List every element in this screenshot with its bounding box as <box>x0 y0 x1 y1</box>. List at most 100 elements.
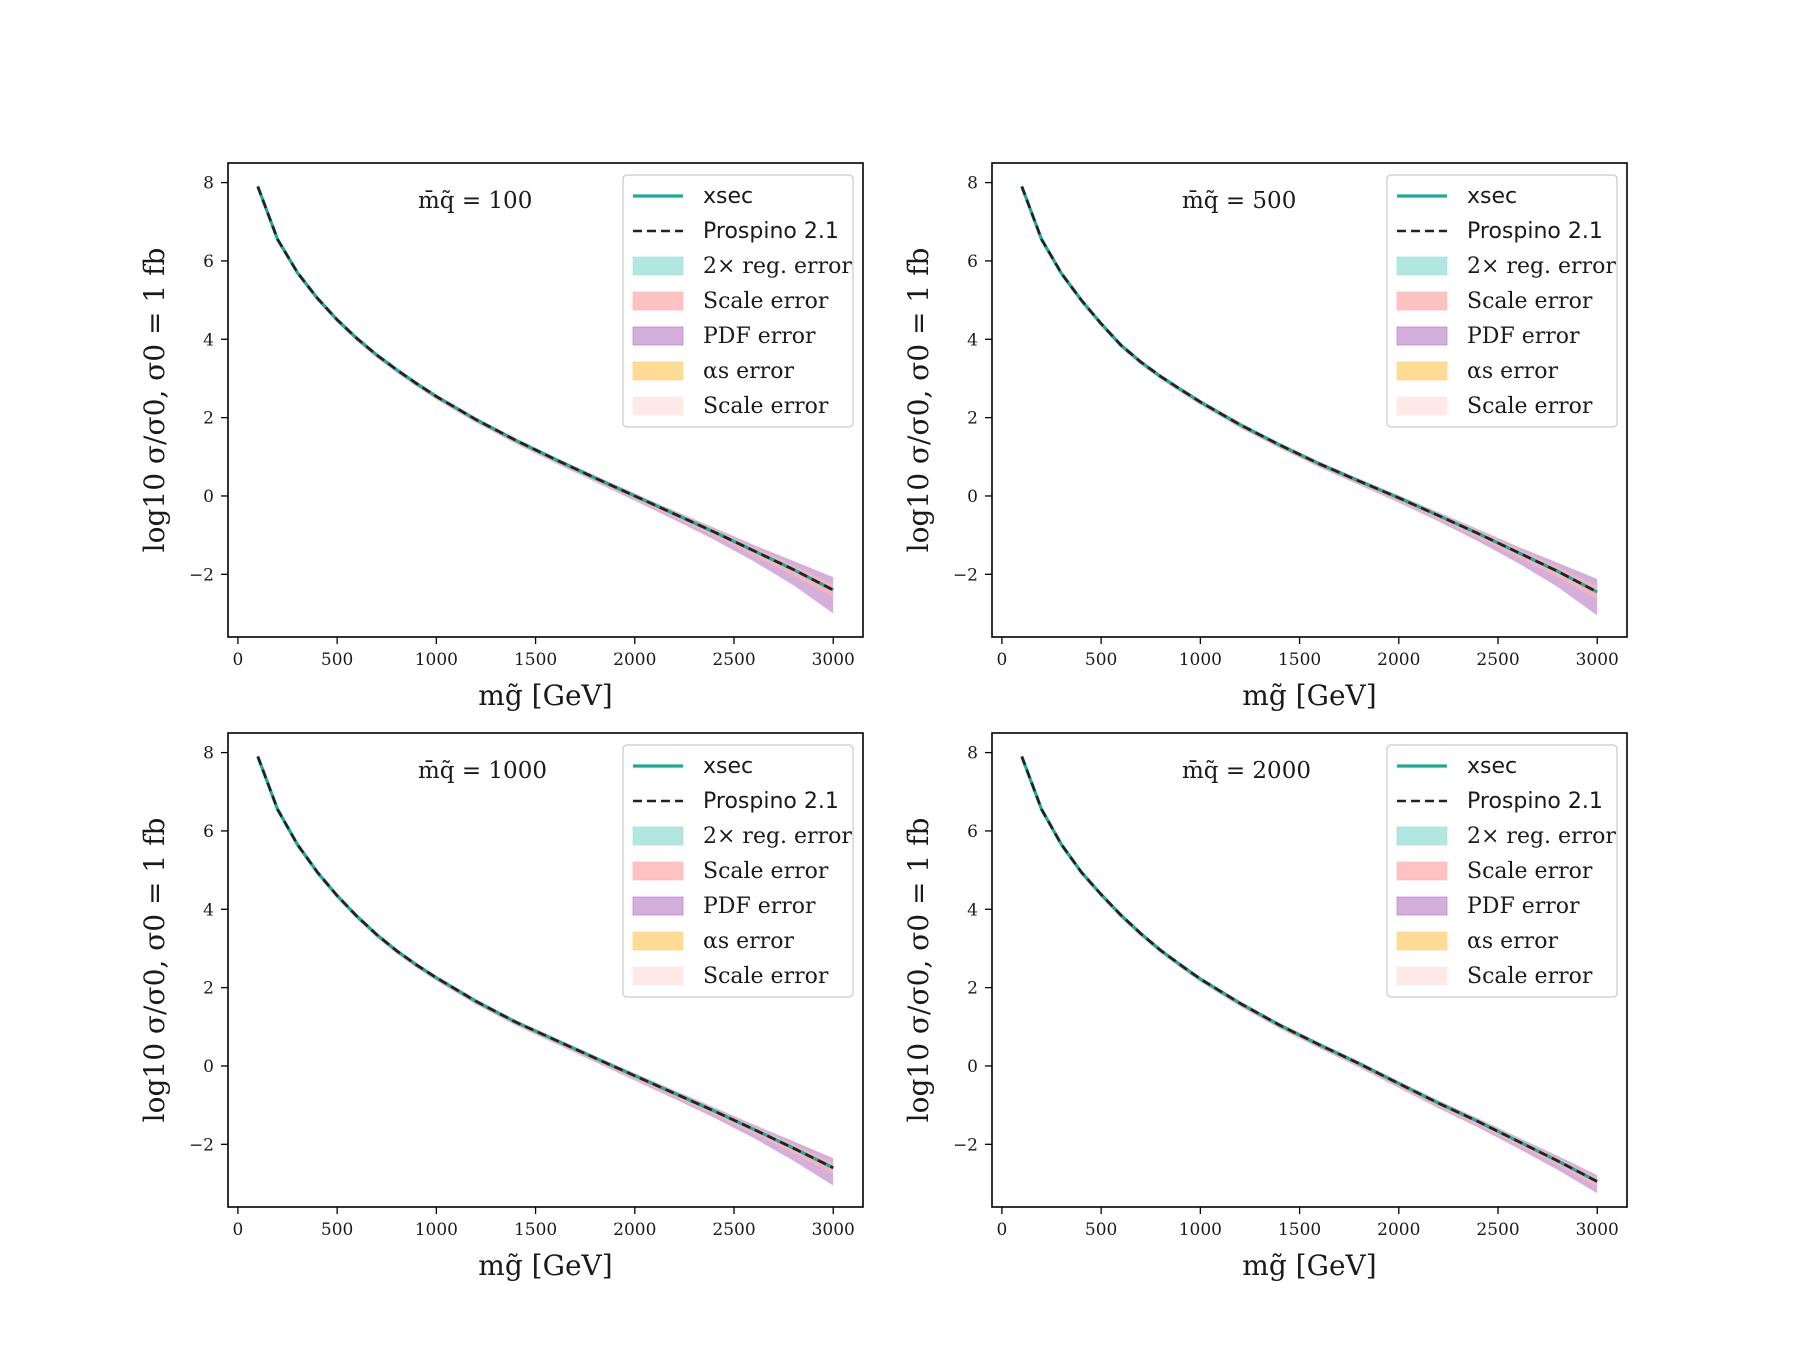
x-tick-label: 3000 <box>1576 650 1619 670</box>
legend-label-scale_error: Scale error <box>703 859 829 884</box>
legend-swatch-pdf_error <box>632 896 684 916</box>
legend-label-xsec: xsec <box>1467 754 1517 779</box>
legend-label-reg_error: 2× reg. error <box>703 824 852 849</box>
legend-label-prospino: Prospino 2.1 <box>703 789 839 814</box>
legend-swatch-alpha_error <box>1396 931 1448 951</box>
legend: xsec Prospino 2.1 2× reg. error Scale error… <box>622 744 854 998</box>
legend-swatch-pdf_error <box>632 326 684 346</box>
legend-label-scale_error_2: Scale error <box>1467 964 1593 989</box>
y-tick-label: −2 <box>189 1135 214 1155</box>
legend-label-pdf_error: PDF error <box>703 324 816 349</box>
x-axis-title: mg̃ [GeV] <box>478 1249 612 1282</box>
y-tick-label: −2 <box>953 565 978 585</box>
panel-label: m̄q̃ = 1000 <box>418 758 547 784</box>
x-tick-label: 1000 <box>1179 650 1222 670</box>
legend-label-xsec: xsec <box>703 184 753 209</box>
legend-swatch-scale_error_2 <box>1396 396 1448 416</box>
y-tick-label: 0 <box>967 487 978 507</box>
prospino-line <box>1020 186 1598 594</box>
x-tick-label: 500 <box>321 650 353 670</box>
legend-label-scale_error: Scale error <box>1467 289 1593 314</box>
legend-label-reg_error: 2× reg. error <box>1467 254 1616 279</box>
x-tick-label: 1000 <box>1179 1220 1222 1240</box>
y-axis-title: log10 σ/σ0, σ0 = 1 fb <box>902 248 935 553</box>
x-tick-label: 2500 <box>712 650 755 670</box>
y-tick-label: 0 <box>203 487 214 507</box>
y-axis-title: log10 σ/σ0, σ0 = 1 fb <box>138 818 171 1123</box>
x-tick-label: 0 <box>997 650 1008 670</box>
legend-label-scale_error: Scale error <box>703 289 829 314</box>
axes-frame <box>227 162 864 638</box>
y-tick-label: 0 <box>967 1057 978 1077</box>
axes-frame <box>227 732 864 1208</box>
pdf-error-band <box>257 185 834 614</box>
x-tick-label: 500 <box>1085 650 1117 670</box>
legend-label-scale_error: Scale error <box>1467 859 1593 884</box>
x-tick-label: 2000 <box>1377 1220 1420 1240</box>
legend-swatch-reg_error <box>1396 826 1448 846</box>
x-tick-label: 3000 <box>812 650 855 670</box>
legend-swatch-pdf_error <box>1396 896 1448 916</box>
legend-label-xsec: xsec <box>703 754 753 779</box>
legend-label-scale_error_2: Scale error <box>1467 394 1593 419</box>
legend-swatch-scale_error <box>1396 861 1448 881</box>
legend: xsec Prospino 2.1 2× reg. error Scale error… <box>1386 174 1618 428</box>
x-tick-label: 0 <box>233 1220 244 1240</box>
x-tick-label: 2500 <box>712 1220 755 1240</box>
x-tick-label: 2500 <box>1476 650 1519 670</box>
x-axis-title: mg̃ [GeV] <box>1242 679 1376 712</box>
x-tick-label: 0 <box>233 650 244 670</box>
y-tick-label: −2 <box>189 565 214 585</box>
legend-swatch-alpha_error <box>632 931 684 951</box>
y-tick-label: 6 <box>967 822 978 842</box>
panel-3: 0 500 1000 1500 2000 2500 3000 −2 0 2 4 6 8 mg̃ [GeV]… <box>902 732 1628 1282</box>
legend-swatch-scale_error_2 <box>1396 966 1448 986</box>
legend-label-prospino: Prospino 2.1 <box>703 219 839 244</box>
x-tick-label: 0 <box>997 1220 1008 1240</box>
legend-label-alpha_error: αs error <box>703 929 794 954</box>
axes-frame <box>991 732 1628 1208</box>
axes-frame <box>991 162 1628 638</box>
x-tick-label: 500 <box>1085 1220 1117 1240</box>
panel-1: 0 500 1000 1500 2000 2500 3000 −2 0 2 4 6 8 mg̃ [GeV]… <box>902 162 1628 712</box>
x-tick-label: 2500 <box>1476 1220 1519 1240</box>
panel-label: m̄q̃ = 100 <box>418 188 532 214</box>
x-tick-label: 1000 <box>415 650 458 670</box>
legend-swatch-alpha_error <box>632 361 684 381</box>
legend-label-pdf_error: PDF error <box>1467 324 1580 349</box>
prospino-line <box>1020 756 1598 1183</box>
y-tick-label: 2 <box>967 409 978 429</box>
panel-label: m̄q̃ = 500 <box>1182 188 1296 214</box>
y-tick-label: 8 <box>967 174 978 194</box>
legend-swatch-reg_error <box>1396 256 1448 276</box>
x-tick-label: 2000 <box>1377 650 1420 670</box>
legend-swatch-scale_error_2 <box>632 966 684 986</box>
x-tick-label: 1500 <box>1278 1220 1321 1240</box>
legend-swatch-scale_error_2 <box>632 396 684 416</box>
x-axis-title: mg̃ [GeV] <box>478 679 612 712</box>
panel-0: 0 500 1000 1500 2000 2500 3000 −2 0 2 4 6 8 mg̃ [GeV]… <box>138 162 864 712</box>
legend-swatch-reg_error <box>632 256 684 276</box>
x-tick-label: 1000 <box>415 1220 458 1240</box>
y-axis-title: log10 σ/σ0, σ0 = 1 fb <box>902 818 935 1123</box>
y-tick-label: −2 <box>953 1135 978 1155</box>
x-tick-label: 2000 <box>613 650 656 670</box>
y-tick-label: 4 <box>203 330 214 350</box>
x-tick-label: 1500 <box>514 650 557 670</box>
legend-label-alpha_error: αs error <box>1467 929 1558 954</box>
legend-label-xsec: xsec <box>1467 184 1517 209</box>
prospino-line <box>256 756 834 1169</box>
legend-label-pdf_error: PDF error <box>703 894 816 919</box>
y-tick-label: 8 <box>203 174 214 194</box>
legend-label-scale_error_2: Scale error <box>703 394 829 419</box>
legend-label-pdf_error: PDF error <box>1467 894 1580 919</box>
prospino-line <box>256 186 834 592</box>
legend-label-reg_error: 2× reg. error <box>1467 824 1616 849</box>
y-tick-label: 6 <box>203 252 214 272</box>
legend-swatch-pdf_error <box>1396 326 1448 346</box>
y-tick-label: 4 <box>203 900 214 920</box>
y-tick-label: 0 <box>203 1057 214 1077</box>
x-tick-label: 1500 <box>1278 650 1321 670</box>
legend-label-alpha_error: αs error <box>703 359 794 384</box>
